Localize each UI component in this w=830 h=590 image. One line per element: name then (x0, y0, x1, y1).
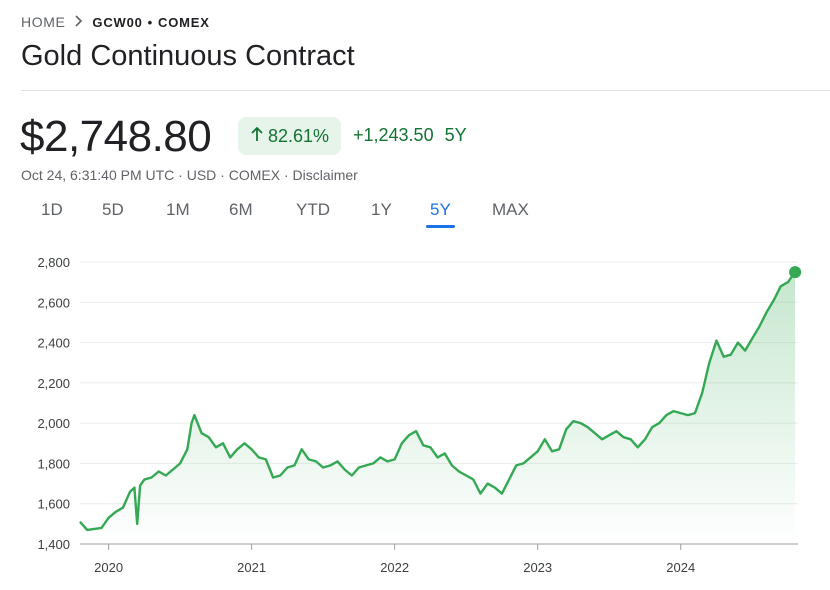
change-absolute: +1,243.50 5Y (353, 125, 467, 146)
tab-6m[interactable]: 6M (229, 200, 253, 219)
y-tick-label: 2,600 (37, 295, 70, 310)
page-title: Gold Continuous Contract (21, 40, 355, 72)
breadcrumb-exchange: COMEX (158, 14, 210, 30)
x-tick-label: 2024 (666, 560, 695, 575)
breadcrumb-separator: • (147, 14, 153, 30)
y-tick-label: 2,000 (37, 416, 70, 431)
quote-meta: Oct 24, 6:31:40 PM UTC · USD · COMEX · D… (21, 167, 358, 183)
change-percent: 82.61% (268, 125, 330, 146)
x-tick-label: 2021 (237, 560, 266, 575)
y-tick-label: 1,400 (37, 537, 70, 552)
x-axis: 2020 2021 2022 2023 2024 (80, 543, 798, 575)
y-tick-label: 2,800 (37, 255, 70, 270)
tab-ytd[interactable]: YTD (296, 200, 330, 219)
price-area (80, 272, 796, 544)
tab-1y[interactable]: 1Y (371, 200, 392, 219)
tab-5d[interactable]: 5D (102, 200, 124, 219)
tab-max[interactable]: MAX (492, 200, 529, 219)
current-price: $2,748.80 (20, 112, 212, 161)
x-tick-label: 2023 (523, 560, 552, 575)
breadcrumb: HOME GCW00 • COMEX (21, 14, 210, 30)
breadcrumb-home-link[interactable]: HOME (21, 14, 66, 30)
chevron-right-icon (74, 14, 83, 30)
y-tick-label: 1,800 (37, 456, 70, 471)
x-tick-label: 2020 (94, 560, 123, 575)
y-tick-label: 2,400 (37, 336, 70, 351)
y-tick-label: 2,200 (37, 376, 70, 391)
last-price-marker (789, 266, 802, 279)
tab-1m[interactable]: 1M (166, 200, 190, 219)
x-tick-label: 2022 (380, 560, 409, 575)
breadcrumb-symbol: GCW00 (92, 14, 143, 30)
tab-1d[interactable]: 1D (41, 200, 63, 219)
tab-5y[interactable]: 5Y (426, 200, 455, 228)
change-percent-badge: 82.61% (238, 117, 342, 155)
y-axis: 1,400 1,600 1,800 2,000 2,200 2,400 2,600 2,800 (37, 255, 70, 552)
change-absolute-value: +1,243.50 (353, 125, 434, 145)
price-line (79, 271, 797, 532)
change-period: 5Y (444, 125, 467, 145)
y-tick-label: 1,600 (37, 497, 70, 512)
arrow-up-icon (250, 126, 264, 147)
price-chart[interactable]: 1,400 1,600 1,800 2,000 2,200 2,400 2,600 2,800… (0, 240, 830, 590)
divider (21, 90, 830, 91)
